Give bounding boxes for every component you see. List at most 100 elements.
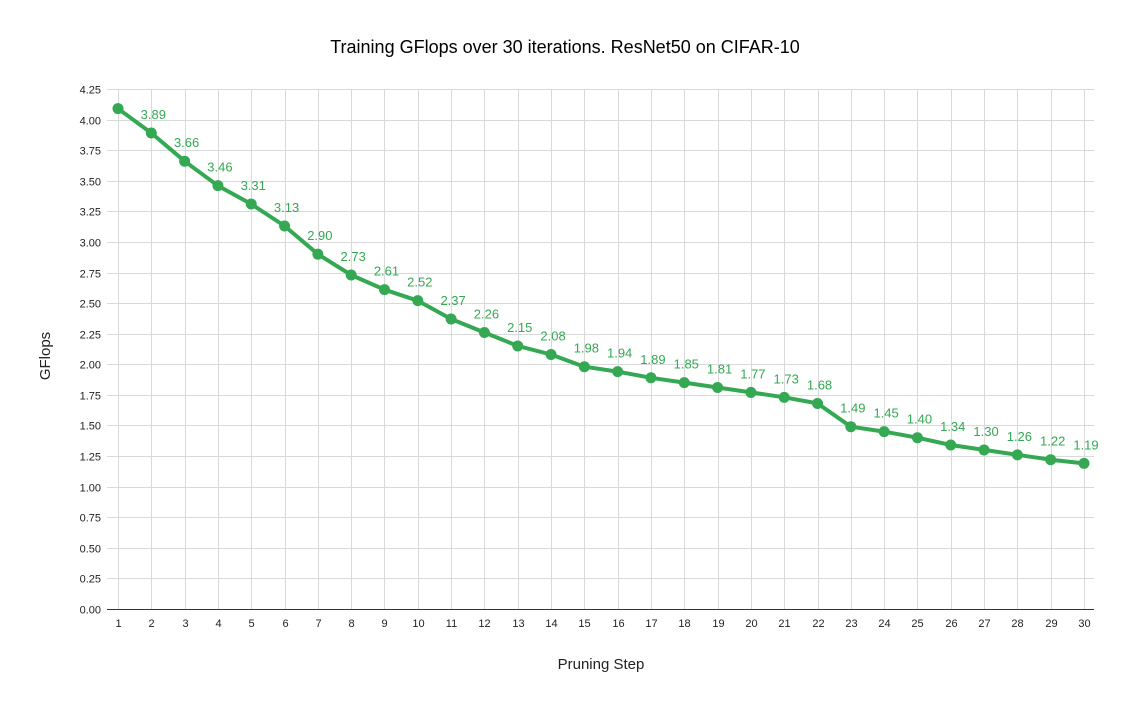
data-label: 1.19 — [1073, 437, 1098, 452]
x-tick-label: 2 — [148, 618, 154, 630]
series-layer — [112, 103, 1090, 469]
y-tick-label: 3.75 — [80, 146, 101, 158]
data-point — [945, 439, 957, 451]
data-label: 2.37 — [440, 293, 465, 308]
x-tick-label: 23 — [845, 618, 857, 630]
data-label: 1.49 — [840, 401, 865, 416]
y-tick-label: 0.50 — [80, 544, 101, 556]
data-point — [545, 349, 557, 361]
data-label: 1.45 — [873, 406, 898, 421]
data-label-layer: 3.89 3.66 3.46 3.31 3.13 2.90 2.73 2.61 2.52 2.37… — [141, 107, 1099, 452]
data-point — [245, 198, 257, 210]
data-label: 3.66 — [174, 135, 199, 150]
y-tick-label: 2.50 — [80, 299, 101, 311]
data-point — [612, 366, 624, 378]
x-tick-label: 5 — [248, 618, 254, 630]
data-label: 2.61 — [374, 264, 399, 279]
y-tick-label: 1.50 — [80, 421, 101, 433]
x-tick-label: 21 — [778, 618, 790, 630]
x-tick-label: 8 — [348, 618, 354, 630]
data-label: 1.40 — [907, 412, 932, 427]
x-tick-label: 16 — [612, 618, 624, 630]
y-tick-label: 0.00 — [80, 605, 101, 617]
x-tick-label: 27 — [978, 618, 990, 630]
data-label: 2.73 — [341, 249, 366, 264]
x-tick-label: 24 — [878, 618, 890, 630]
x-tick-label: 17 — [645, 618, 657, 630]
data-point — [312, 248, 324, 260]
data-point — [279, 220, 291, 232]
x-tick-label: 15 — [578, 618, 590, 630]
data-label: 1.85 — [674, 357, 699, 372]
y-tick-label: 1.75 — [80, 391, 101, 403]
data-label: 3.13 — [274, 200, 299, 215]
data-label: 1.26 — [1007, 429, 1032, 444]
y-tick-label: 3.00 — [80, 238, 101, 250]
y-tick-label: 3.25 — [80, 207, 101, 219]
data-point — [878, 426, 890, 438]
data-point — [645, 372, 657, 384]
x-tick-label: 30 — [1078, 618, 1090, 630]
data-point — [745, 386, 757, 398]
x-tick-label: 4 — [215, 618, 221, 630]
data-point — [145, 127, 157, 139]
data-label: 1.98 — [574, 341, 599, 356]
data-point — [678, 377, 690, 389]
data-point — [378, 284, 390, 296]
data-label: 1.34 — [940, 419, 965, 434]
x-tick-label: 14 — [545, 618, 557, 630]
grid-layer — [107, 89, 1094, 609]
x-tick-label: 11 — [446, 618, 457, 630]
y-tick-label: 1.25 — [80, 452, 101, 464]
x-tick-label: 7 — [315, 618, 321, 630]
x-tick-label: 3 — [182, 618, 188, 630]
data-label: 3.89 — [141, 107, 166, 122]
data-label: 1.81 — [707, 362, 732, 377]
y-tick-label: 2.00 — [80, 360, 101, 372]
data-point — [179, 155, 191, 167]
x-tick-label: 13 — [512, 618, 524, 630]
data-point — [512, 340, 524, 352]
x-tick-label: 1 — [115, 618, 121, 630]
x-tick-label: 18 — [678, 618, 690, 630]
y-tick-label: 4.25 — [80, 85, 101, 97]
data-label: 3.46 — [207, 160, 232, 175]
y-tick-label: 3.50 — [80, 177, 101, 189]
data-label: 1.89 — [640, 352, 665, 367]
x-axis-title: Pruning Step — [558, 656, 645, 673]
y-tick-label: 1.00 — [80, 483, 101, 495]
data-point — [1078, 457, 1090, 469]
data-point — [212, 180, 224, 192]
data-label: 2.08 — [540, 329, 565, 344]
y-tick-label: 2.75 — [80, 269, 101, 281]
data-label: 1.77 — [740, 366, 765, 381]
data-point — [845, 421, 857, 433]
x-tick-label: 26 — [945, 618, 957, 630]
x-tick-label: 6 — [282, 618, 288, 630]
data-label: 1.30 — [973, 424, 998, 439]
data-label: 1.73 — [774, 371, 799, 386]
x-tick-label: 10 — [412, 618, 424, 630]
data-point — [1011, 449, 1023, 461]
x-tick-label: 12 — [478, 618, 490, 630]
x-tick-label: 28 — [1011, 618, 1023, 630]
y-axis-title: GFlops — [37, 332, 54, 380]
x-tick-label: 19 — [712, 618, 724, 630]
chart-title: Training GFlops over 30 iterations. ResN… — [330, 37, 800, 57]
data-point — [412, 295, 424, 307]
x-tick-label: 20 — [745, 618, 757, 630]
data-point — [478, 326, 490, 338]
data-label: 2.90 — [307, 228, 332, 243]
series-line — [116, 106, 1086, 466]
data-point — [978, 444, 990, 456]
data-point — [712, 382, 724, 394]
data-point — [578, 361, 590, 373]
y-tick-label: 2.25 — [80, 330, 101, 342]
data-label: 1.68 — [807, 377, 832, 392]
y-tick-label: 0.75 — [80, 513, 101, 525]
data-label: 1.94 — [607, 346, 632, 361]
data-point — [778, 391, 790, 403]
